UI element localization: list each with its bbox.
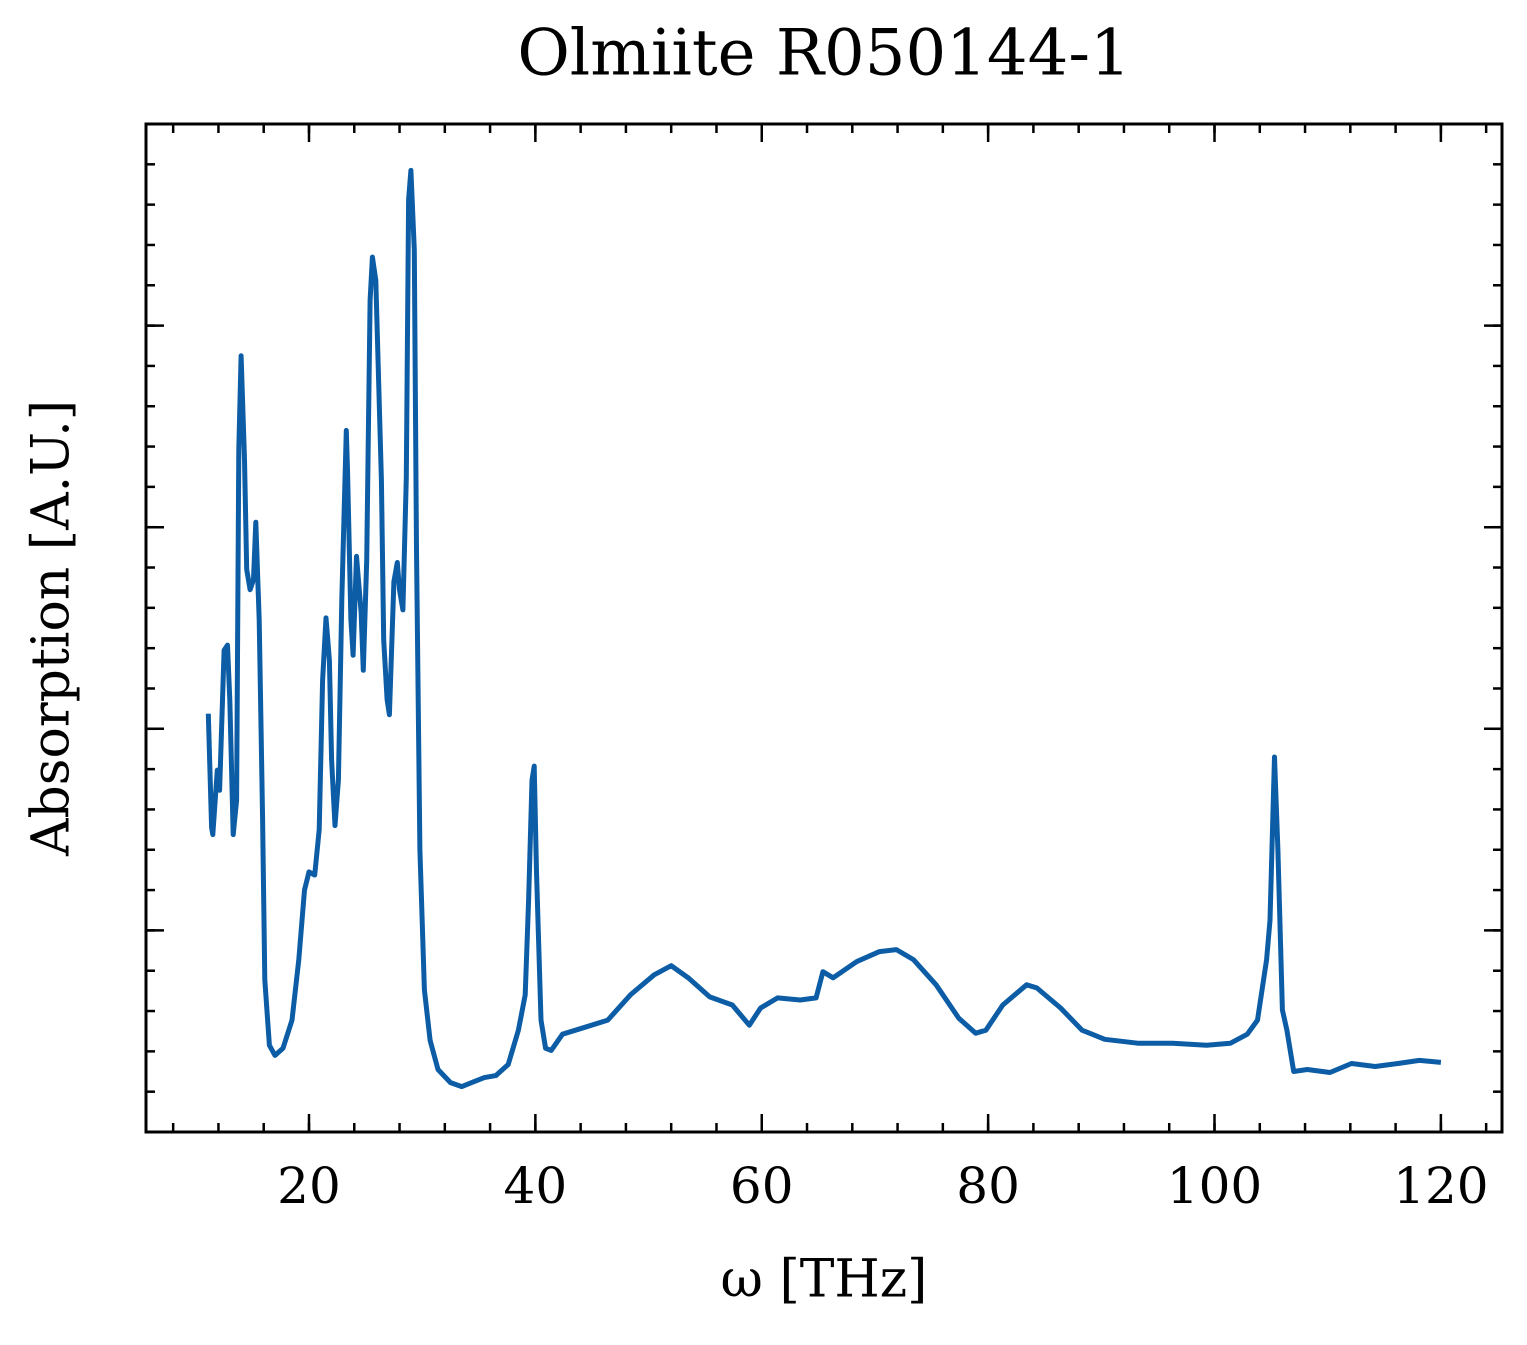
x-tick-label: 20 [277,1157,341,1215]
x-tick-label: 120 [1393,1157,1488,1215]
data-line [205,167,1442,1090]
x-axis-label: ω [THz] [721,1250,928,1310]
x-tick-label: 100 [1167,1157,1262,1215]
plot-frame [144,122,1504,1134]
x-tick-label: 80 [956,1157,1020,1215]
y-axis-label: Absorption [A.U.] [22,400,82,857]
x-tick-label: 60 [730,1157,794,1215]
x-tick-label: 40 [504,1157,568,1215]
chart-title: Olmiite R050144-1 [517,17,1130,91]
